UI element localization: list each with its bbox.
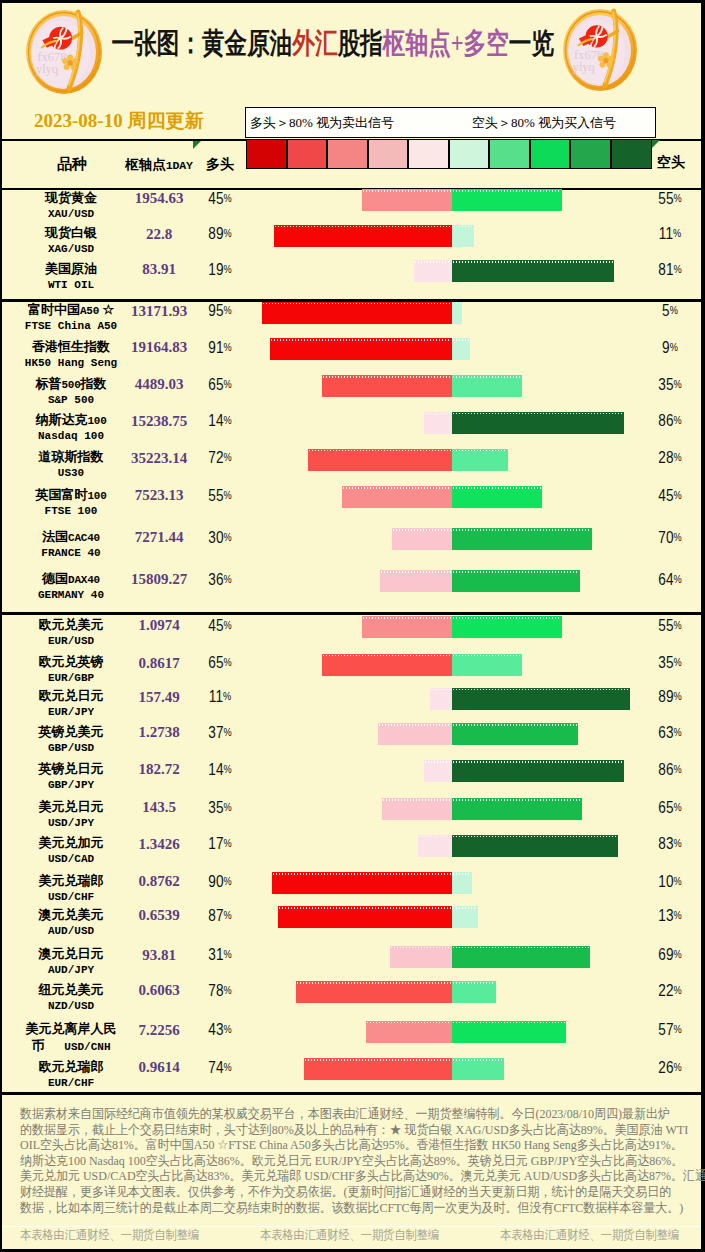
svg-text:ylyq: ylyq <box>36 62 59 76</box>
